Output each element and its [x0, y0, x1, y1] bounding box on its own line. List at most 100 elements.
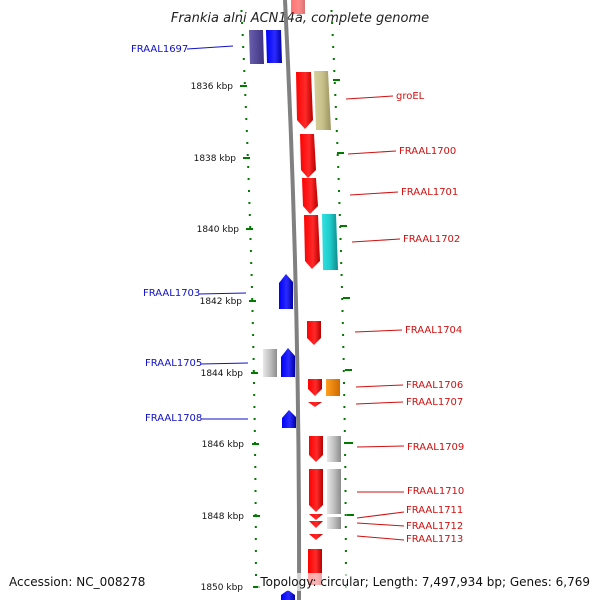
- guide-dot: [250, 262, 253, 264]
- guide-dot: [341, 322, 344, 324]
- leader-line: [349, 191, 399, 196]
- guide-dot: [249, 238, 252, 240]
- guide-dot: [336, 154, 339, 156]
- guide-dot: [253, 394, 256, 396]
- guide-dot: [252, 334, 255, 336]
- guide-dot: [246, 154, 249, 156]
- guide-dot: [334, 106, 337, 108]
- tick-label: 1840 kbp: [197, 225, 240, 235]
- label-fraal1708[interactable]: FRAAL1708: [145, 413, 202, 424]
- gene-fraal1699[interactable]: [296, 72, 313, 129]
- guide-dot: [251, 298, 254, 300]
- label-fraal1702[interactable]: FRAAL1702: [403, 234, 460, 245]
- tick-marks: 1836 kbp 1838 kbp 1840 kbp 1842 kbp 1844…: [191, 79, 354, 593]
- guide-dot: [247, 166, 250, 168]
- label-fraal1703[interactable]: FRAAL1703: [143, 288, 200, 299]
- label-fraal1713[interactable]: FRAAL1713: [406, 534, 463, 545]
- guide-dot: [342, 334, 345, 336]
- label-fraal1705[interactable]: FRAAL1705: [145, 358, 202, 369]
- gene-fraal1712[interactable]: [327, 517, 341, 529]
- guide-dot: [250, 274, 253, 276]
- gene-fraal1705b[interactable]: [281, 348, 295, 377]
- guide-dot: [242, 46, 245, 48]
- gene-fraal1713[interactable]: [309, 534, 323, 540]
- guide-dot: [344, 490, 347, 492]
- guide-dot: [252, 358, 255, 360]
- gene-fraal1701[interactable]: [302, 178, 318, 214]
- gene-fraal1703[interactable]: [279, 274, 293, 309]
- label-fraal1706[interactable]: FRAAL1706: [406, 380, 463, 391]
- guide-dot: [252, 370, 255, 372]
- tick-label: 1850 kbp: [201, 583, 244, 593]
- guide-dot: [331, 22, 334, 24]
- guide-dot: [340, 274, 343, 276]
- label-fraal1709[interactable]: FRAAL1709: [407, 442, 464, 453]
- gene-fraal1709[interactable]: [327, 436, 341, 462]
- gene-fraal1706[interactable]: [326, 379, 340, 396]
- guide-dot: [338, 190, 340, 192]
- tick-label: 1846 kbp: [202, 440, 245, 450]
- gene-fraal1702a[interactable]: [304, 215, 320, 269]
- label-fraal1707[interactable]: FRAAL1707: [406, 397, 463, 408]
- label-fraal1697[interactable]: FRAAL1697: [131, 44, 188, 55]
- gene-bottom-blue[interactable]: [281, 590, 295, 600]
- leader-line: [356, 511, 405, 519]
- guide-dot: [340, 286, 343, 288]
- gene-groel[interactable]: [314, 71, 331, 130]
- gene-fraal1700[interactable]: [300, 134, 316, 178]
- tick-label: 1842 kbp: [200, 297, 243, 307]
- guide-dot: [343, 430, 346, 432]
- gene-fraal1697[interactable]: [249, 30, 264, 64]
- leader-line: [186, 45, 234, 50]
- label-fraal1704[interactable]: FRAAL1704: [405, 325, 462, 336]
- gene-fraal1704[interactable]: [307, 321, 321, 345]
- gene-fraal1712a[interactable]: [309, 521, 323, 528]
- gene-fraal1710a[interactable]: [309, 469, 323, 512]
- label-fraal1711[interactable]: FRAAL1711: [406, 505, 463, 516]
- tick-label: 1844 kbp: [201, 369, 244, 379]
- guide-dot: [344, 538, 347, 540]
- guide-dot: [330, 10, 333, 12]
- guide-dot: [332, 58, 335, 60]
- forward-strand-genes: [291, 0, 341, 585]
- guide-dot: [344, 454, 347, 456]
- guide-dot: [333, 82, 336, 84]
- gene-fraal1711[interactable]: [309, 514, 323, 520]
- guide-dot: [244, 106, 247, 108]
- topology-text: Topology: circular; Length: 7,497,934 bp…: [259, 575, 590, 589]
- leader-line: [356, 522, 405, 527]
- guide-dot: [335, 118, 338, 120]
- label-fraal1710[interactable]: FRAAL1710: [407, 486, 464, 497]
- guide-dot: [245, 118, 248, 120]
- guide-dot: [344, 514, 347, 516]
- label-groel[interactable]: groEL: [396, 91, 425, 102]
- guide-dot: [254, 526, 257, 528]
- guide-dot: [254, 502, 257, 504]
- gene-top-red[interactable]: [291, 0, 305, 14]
- guide-dot: [332, 46, 335, 48]
- guide-dot: [341, 298, 344, 300]
- guide-dot: [246, 142, 249, 144]
- label-fraal1701[interactable]: FRAAL1701: [401, 187, 458, 198]
- guide-dot: [333, 70, 336, 72]
- tick-label: 1838 kbp: [194, 154, 237, 164]
- guide-dot: [335, 130, 338, 132]
- leader-line: [345, 95, 394, 100]
- gene-fraal1710[interactable]: [327, 469, 341, 514]
- label-fraal1712[interactable]: FRAAL1712: [406, 521, 463, 532]
- guide-dot: [249, 250, 252, 252]
- guide-dot: [344, 466, 347, 468]
- guide-dot: [241, 34, 244, 36]
- label-fraal1700[interactable]: FRAAL1700: [399, 146, 456, 157]
- gene-fraal1705[interactable]: [263, 349, 277, 377]
- gene-fraal1709a[interactable]: [309, 436, 323, 462]
- guide-dot: [253, 430, 256, 432]
- guide-dot: [242, 58, 245, 60]
- gene-fraal1707[interactable]: [308, 402, 322, 407]
- gene-fraal1698[interactable]: [266, 30, 282, 63]
- gene-fraal1702[interactable]: [322, 214, 338, 270]
- map-title: Frankia alni ACN14a, complete genome: [171, 11, 429, 26]
- gene-fraal1706a[interactable]: [308, 379, 322, 396]
- gene-fraal1708[interactable]: [282, 410, 296, 428]
